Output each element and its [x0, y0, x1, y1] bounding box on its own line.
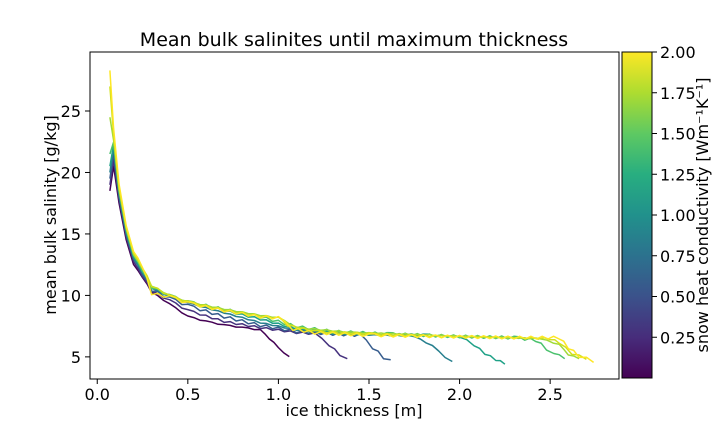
colorbar-tick-label: 1.50 [660, 125, 696, 144]
series-line [109, 158, 348, 360]
series-line [109, 141, 566, 360]
x-tick-label: 0.0 [85, 385, 110, 404]
x-axis: 0.0 0.5 1.0 1.5 2.0 2.5 [85, 379, 563, 404]
colorbar-tick-label: 0.50 [660, 288, 696, 307]
colorbar-tick-label: 2.00 [660, 43, 696, 62]
series-line [109, 152, 391, 361]
plot-frame [89, 51, 620, 380]
y-axis: 5 10 15 20 25 [61, 102, 90, 367]
series-line [109, 117, 580, 360]
y-axis-label: mean bulk salinity [g/kg] [41, 115, 60, 314]
y-tick-label: 25 [61, 102, 81, 121]
series-line [109, 70, 595, 364]
series-layer [109, 70, 595, 365]
x-axis-label: ice thickness [m] [286, 401, 423, 420]
colorbar [621, 51, 653, 379]
y-tick-label: 15 [61, 225, 81, 244]
y-tick-label: 20 [61, 163, 81, 182]
colorbar-tick-label: 1.25 [660, 165, 696, 184]
colorbar-tick-label: 1.75 [660, 84, 696, 103]
x-tick-label: 1.5 [356, 385, 381, 404]
y-tick-label: 5 [71, 348, 81, 367]
x-tick-label: 0.5 [175, 385, 200, 404]
x-tick-label: 1.0 [266, 385, 291, 404]
series-line [109, 165, 290, 358]
y-tick-label: 10 [61, 286, 81, 305]
chart-title: Mean bulk salinites until maximum thickn… [140, 29, 568, 51]
colorbar-tick-label: 1.00 [660, 206, 696, 225]
colorbar-tick-label: 0.75 [660, 247, 696, 266]
colorbar-tick-label: 0.25 [660, 328, 696, 347]
colorbar-label: snow heat conductivity [Wm⁻¹K⁻¹] [693, 78, 712, 353]
x-tick-label: 2.0 [447, 385, 472, 404]
colorbar-ticks: 0.25 0.50 0.75 1.00 1.25 1.50 1.75 2.00 [652, 43, 696, 347]
series-line [109, 86, 587, 360]
x-tick-label: 2.5 [537, 385, 562, 404]
